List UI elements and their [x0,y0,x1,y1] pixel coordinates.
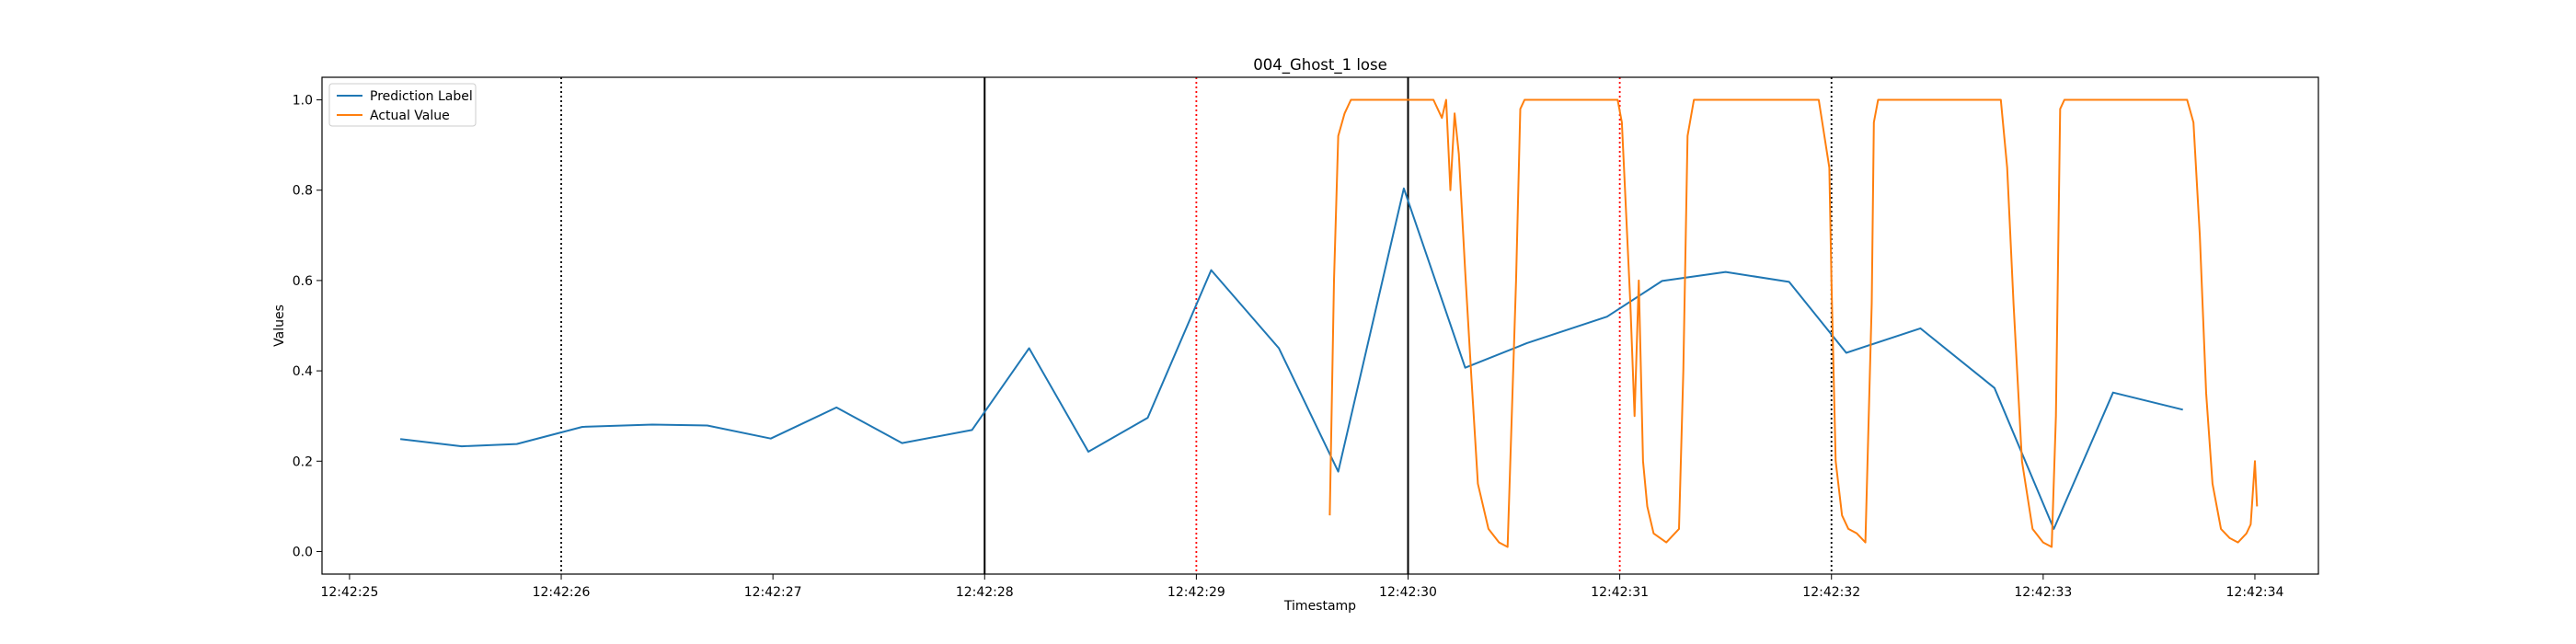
legend: Prediction Label Actual Value [328,83,477,127]
x-tick-label: 12:42:34 [2226,585,2284,600]
x-tick-label: 12:42:32 [1802,585,1860,600]
x-tick-label: 12:42:25 [320,585,378,600]
x-tick-label: 12:42:30 [1379,585,1437,600]
vertical-marker-lines [560,77,1833,574]
x-tick-label: 12:42:26 [533,585,591,600]
legend-label-prediction-label: Prediction Label [370,89,473,104]
x-tick-label: 12:42:29 [1167,585,1225,600]
series-layer [399,98,2259,548]
x-tick-label: 12:42:28 [956,585,1014,600]
plot-area-frame [321,76,2319,575]
y-tick-label: 0.0 [293,545,313,559]
legend-box [328,83,477,127]
x-tick-label: 12:42:31 [1591,585,1649,600]
y-axis: 0.0 0.2 0.4 0.6 0.8 1.0 [293,94,322,559]
series-line-actual-value [1328,98,2259,548]
y-axis-title: Values [272,305,287,347]
x-axis-title: Timestamp [1283,599,1356,614]
y-tick-label: 0.4 [293,364,313,379]
x-tick-label: 12:42:33 [2014,585,2072,600]
chart-title: 004_Ghost_1 lose [1253,56,1387,75]
y-tick-label: 1.0 [293,94,313,109]
legend-label-actual-value: Actual Value [370,109,450,123]
y-tick-label: 0.8 [293,184,313,199]
x-axis: 12:42:25 12:42:26 12:42:27 12:42:28 12:42:29… [320,574,2283,600]
y-tick-label: 0.2 [293,454,313,469]
y-tick-label: 0.6 [293,274,313,289]
x-tick-label: 12:42:27 [744,585,802,600]
